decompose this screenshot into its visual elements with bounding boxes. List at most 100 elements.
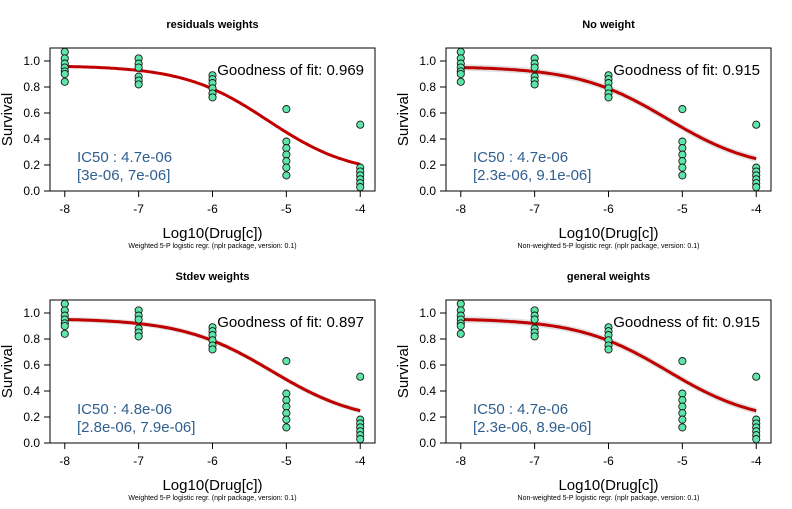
- chart-title: residuals weights: [166, 19, 258, 31]
- y-tick-label: 1.0: [23, 306, 40, 320]
- x-axis-label: Log10(Drug[c]): [558, 225, 658, 242]
- data-point: [134, 332, 143, 341]
- x-axis-label: Log10(Drug[c]): [162, 477, 262, 494]
- y-tick-label: 0.8: [23, 332, 40, 346]
- y-tick-label: 0.4: [23, 132, 40, 146]
- y-axis-label: Survival: [395, 93, 412, 146]
- chart-title: No weight: [582, 19, 635, 31]
- x-tick-label: -5: [677, 202, 688, 216]
- data-point: [456, 77, 465, 86]
- x-tick-label: -4: [751, 202, 762, 216]
- y-tick-label: 0.0: [23, 436, 40, 450]
- ic50-label: IC50 : 4.8e-06: [77, 401, 172, 418]
- y-axis-label: Survival: [395, 345, 412, 398]
- y-tick-label: 0.6: [23, 358, 40, 372]
- ic50-label: IC50 : 4.7e-06: [77, 149, 172, 166]
- ic50-confidence-interval: [3e-06, 7e-06]: [77, 167, 170, 184]
- x-tick-label: -4: [355, 454, 366, 468]
- confidence-band: [64, 316, 361, 414]
- x-tick-label: -7: [133, 202, 144, 216]
- x-tick-label: -6: [603, 454, 614, 468]
- ic50-confidence-interval: [2.3e-06, 8.9e-06]: [473, 419, 591, 436]
- data-point: [678, 357, 687, 366]
- y-tick-label: 0.8: [419, 332, 436, 346]
- y-axis-label: Survival: [0, 93, 16, 146]
- x-tick-label: -6: [207, 202, 218, 216]
- data-point: [678, 105, 687, 114]
- chart-panel-1: residuals weights -8 -7 -6 -5 -4 0.0 0.2 0.4 0.6 0…: [0, 19, 376, 250]
- data-point: [134, 80, 143, 89]
- data-point: [604, 345, 613, 354]
- x-tick-label: -8: [59, 202, 70, 216]
- data-point: [456, 329, 465, 338]
- data-point: [356, 435, 365, 444]
- x-tick-label: -8: [455, 454, 466, 468]
- data-point: [678, 163, 687, 172]
- y-axis-label: Survival: [0, 345, 16, 398]
- data-point: [456, 321, 465, 331]
- chart-caption: Weighted 5-P logistic regr. (nplr packag…: [128, 243, 296, 250]
- data-point: [356, 372, 365, 381]
- x-tick-label: -4: [355, 202, 366, 216]
- data-point: [282, 163, 291, 172]
- x-tick-label: -4: [751, 454, 762, 468]
- y-tick-label: 0.4: [419, 384, 436, 398]
- data-point: [134, 63, 143, 72]
- x-tick-label: -7: [529, 202, 540, 216]
- y-tick-label: 0.0: [23, 184, 40, 198]
- y-tick-label: 0.8: [419, 80, 436, 94]
- data-point: [678, 423, 687, 432]
- data-point: [604, 93, 613, 102]
- x-tick-label: -6: [603, 202, 614, 216]
- y-tick-label: 0.2: [23, 158, 40, 172]
- data-point: [752, 435, 761, 444]
- data-point: [60, 77, 69, 86]
- data-point: [60, 329, 69, 338]
- y-tick-label: 0.0: [419, 184, 436, 198]
- data-point: [678, 415, 687, 424]
- ic50-confidence-interval: [2.3e-06, 9.1e-06]: [473, 167, 591, 184]
- chart-title: Stdev weights: [176, 271, 250, 283]
- goodness-of-fit-label: Goodness of fit: 0.969: [217, 62, 364, 79]
- y-tick-label: 0.6: [419, 106, 436, 120]
- y-tick-label: 1.0: [419, 306, 436, 320]
- chart-caption: Non-weighted 5-P logistic regr. (nplr pa…: [518, 495, 700, 502]
- y-tick-label: 1.0: [23, 54, 40, 68]
- y-tick-label: 0.6: [419, 358, 436, 372]
- y-tick-label: 0.4: [419, 132, 436, 146]
- ic50-label: IC50 : 4.7e-06: [473, 149, 568, 166]
- data-point: [208, 93, 217, 102]
- goodness-of-fit-label: Goodness of fit: 0.897: [217, 314, 364, 331]
- ic50-label: IC50 : 4.7e-06: [473, 401, 568, 418]
- x-axis-label: Log10(Drug[c]): [162, 225, 262, 242]
- data-point: [282, 423, 291, 432]
- data-point: [456, 69, 465, 79]
- data-point: [356, 120, 365, 129]
- x-tick-label: -8: [59, 454, 70, 468]
- data-point: [356, 183, 365, 192]
- chart-caption: Non-weighted 5-P logistic regr. (nplr pa…: [518, 243, 700, 250]
- data-point: [282, 415, 291, 424]
- y-tick-label: 0.2: [419, 410, 436, 424]
- chart-panel-3: Stdev weights -8 -7 -6 -5 -4 0.0 0.2 0.4 0.6 0.8 1.…: [0, 271, 376, 502]
- data-point: [282, 357, 291, 366]
- x-tick-label: -8: [455, 202, 466, 216]
- data-point: [282, 171, 291, 180]
- x-tick-label: -7: [133, 454, 144, 468]
- confidence-band: [460, 64, 757, 162]
- data-point: [752, 372, 761, 381]
- data-point: [282, 105, 291, 114]
- data-point: [134, 315, 143, 324]
- data-point: [530, 315, 539, 324]
- y-tick-label: 0.8: [23, 80, 40, 94]
- x-tick-label: -5: [281, 454, 292, 468]
- chart-panel-4: general weights -8 -7 -6 -5 -4 0.0 0.2 0.4 0.6 0.8…: [395, 271, 772, 502]
- data-point: [752, 120, 761, 129]
- data-point: [60, 69, 69, 79]
- data-point: [530, 80, 539, 89]
- data-point: [208, 345, 217, 354]
- y-tick-label: 0.2: [419, 158, 436, 172]
- goodness-of-fit-label: Goodness of fit: 0.915: [613, 62, 760, 79]
- confidence-band: [460, 316, 757, 414]
